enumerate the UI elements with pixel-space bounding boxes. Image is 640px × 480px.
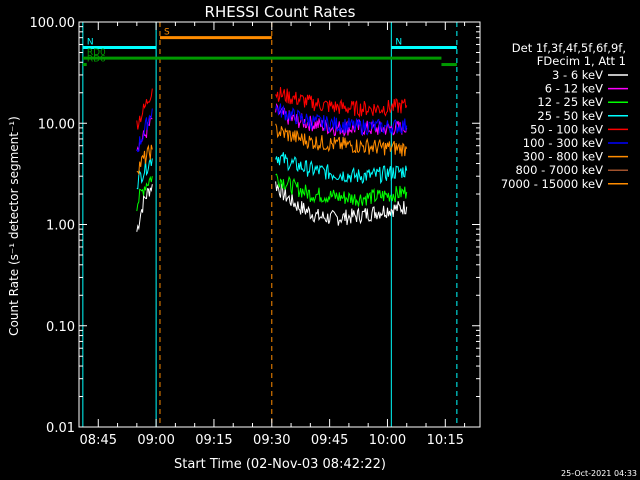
footer-timestamp: 25-Oct-2021 04:33: [561, 469, 637, 478]
legend-entry-7: 300 - 800 keV: [523, 150, 603, 164]
chart-title: RHESSI Count Rates: [205, 3, 356, 21]
y-tick-label-3: 10.00: [38, 117, 75, 132]
legend-entry-3: 12 - 25 keV: [537, 95, 603, 109]
legend-header-line-2: FDecim 1, Att 1: [537, 54, 626, 68]
series-line-7: [136, 123, 408, 176]
series-line-3: [136, 173, 408, 212]
x-tick-label-1: 09:00: [137, 433, 174, 448]
chart-axes: 0.01 0.10 1.00 10.00 100.00 08:45 09:00 09:15 09…: [30, 16, 480, 448]
series-line-4: [136, 152, 408, 190]
y-axis-label: Count Rate (s⁻¹ detector segment⁻¹): [7, 116, 21, 336]
state-bar-label-1: N: [87, 37, 94, 47]
x-tick-label-0: 08:45: [80, 433, 117, 448]
x-tick-label-3: 09:30: [253, 433, 290, 448]
series-line-1: [136, 181, 408, 232]
series-line-5: [136, 86, 408, 130]
state-bar-label-0: S: [164, 28, 170, 38]
x-axis-label: Start Time (02-Nov-03 08:42:22): [174, 457, 386, 472]
y-tick-label-1: 0.10: [46, 320, 75, 335]
state-bar-label-2: N: [395, 37, 402, 47]
y-tick-label-0: 0.01: [46, 421, 75, 436]
x-tick-label-5: 10:00: [369, 433, 406, 448]
legend-entry-8: 800 - 7000 keV: [515, 163, 603, 177]
legend: Det 1f,3f,4f,5f,6f,9f, FDecim 1, Att 1 3…: [501, 41, 628, 191]
legend-entry-2: 6 - 12 keV: [545, 82, 603, 96]
y-tick-label-4: 100.00: [30, 16, 76, 31]
legend-entry-1: 3 - 6 keV: [552, 68, 603, 82]
legend-entry-5: 50 - 100 keV: [530, 122, 603, 136]
x-tick-label-2: 09:15: [195, 433, 232, 448]
series-line-6: [136, 103, 408, 153]
y-tick-label-2: 1.00: [46, 219, 75, 234]
legend-entry-6: 100 - 300 keV: [523, 136, 603, 150]
legend-entry-4: 25 - 50 keV: [537, 109, 603, 123]
legend-header-line-1: Det 1f,3f,4f,5f,6f,9f,: [512, 41, 626, 55]
x-tick-label-4: 09:45: [311, 433, 348, 448]
state-bar-label-3: RD0: [87, 48, 106, 58]
x-tick-label-6: 10:15: [427, 433, 464, 448]
legend-entry-9: 7000 - 15000 keV: [501, 177, 603, 191]
state-bar-label-4: RD6: [87, 55, 106, 65]
